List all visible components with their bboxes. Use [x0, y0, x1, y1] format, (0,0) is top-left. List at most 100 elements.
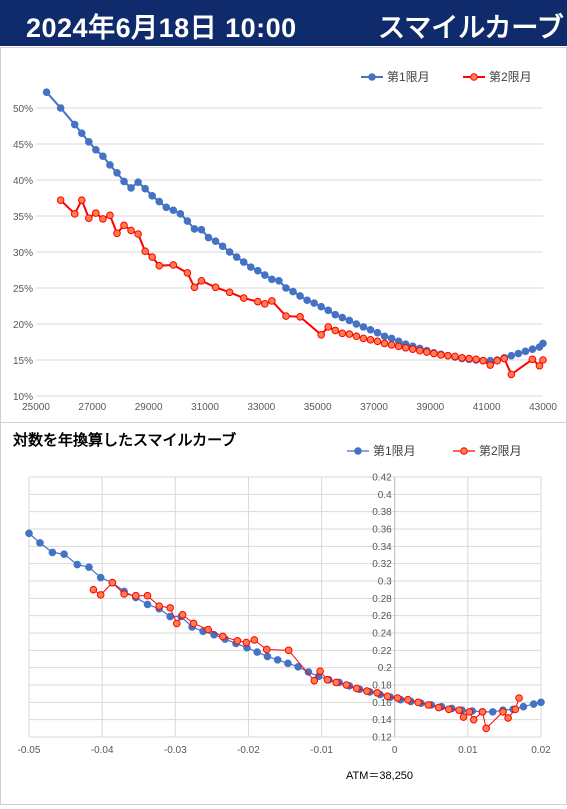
data-point	[70, 210, 79, 218]
y-tick-label: 20%	[13, 320, 33, 331]
data-point	[366, 325, 375, 334]
data-point	[383, 692, 392, 701]
data-point	[529, 700, 538, 708]
data-point	[380, 332, 389, 341]
data-point	[148, 253, 156, 261]
x-tick-label: 43000	[529, 402, 557, 413]
data-point	[352, 320, 361, 328]
y-tick-label: 0.2	[378, 663, 392, 674]
data-point	[488, 708, 497, 716]
y-tick-label: 0.42	[372, 473, 392, 484]
data-point	[324, 323, 333, 331]
data-point	[284, 659, 292, 668]
data-point	[359, 334, 368, 343]
chart2-title: 対数を年換算したスマイルカーブ	[13, 432, 237, 449]
header-banner: 2024年6月18日 10:00 スマイルカーブ	[0, 0, 567, 46]
data-point	[143, 591, 152, 600]
y-tick-label: 40%	[13, 176, 33, 187]
atm-annotation: ATM＝38,250	[346, 770, 414, 782]
data-point	[380, 339, 389, 348]
legend-marker	[470, 73, 478, 81]
legend-marker	[368, 73, 376, 81]
data-point	[246, 263, 255, 271]
log-smile-curve-chart-panel: 0.12 0.14 0.16 0.18 0.2 0.22 0.24 0.26 0.28 0.3 0.…	[0, 422, 567, 805]
data-point	[296, 292, 304, 300]
data-point	[465, 708, 474, 716]
data-point	[211, 237, 220, 245]
data-point	[143, 600, 152, 609]
y-tick-label: 0.38	[372, 507, 392, 518]
data-point	[273, 656, 282, 664]
x-tick-label: -0.03	[164, 745, 187, 756]
data-point	[99, 215, 107, 223]
data-point	[218, 242, 227, 251]
data-point	[430, 349, 438, 358]
data-point	[282, 312, 290, 320]
y-tick-label: 0.12	[372, 733, 392, 744]
data-point	[155, 602, 163, 610]
x-tick-label: -0.02	[237, 745, 260, 756]
x-tick-label: 31000	[191, 402, 219, 413]
data-point	[254, 266, 262, 275]
data-point	[387, 341, 396, 349]
data-point	[296, 313, 304, 321]
y-tick-label: 0.14	[372, 715, 392, 726]
data-point	[60, 550, 68, 558]
data-point	[282, 284, 290, 292]
x-tick-label: 0	[392, 745, 398, 756]
x-tick-label: 35000	[304, 402, 332, 413]
x-tick-label: 27000	[78, 402, 106, 413]
data-point	[134, 230, 142, 238]
data-point	[204, 233, 213, 242]
x-tick-label: -0.01	[310, 745, 333, 756]
data-point	[478, 708, 487, 716]
data-point	[178, 611, 187, 619]
data-point	[225, 288, 234, 297]
data-point	[444, 351, 452, 360]
data-point	[225, 248, 234, 256]
data-point	[96, 591, 105, 599]
data-point	[521, 347, 530, 356]
data-point	[268, 275, 276, 284]
data-point	[172, 619, 181, 628]
data-point	[455, 706, 463, 714]
x-tick-label: 39000	[416, 402, 444, 413]
data-point	[254, 297, 262, 306]
x-tick-label: 29000	[135, 402, 163, 413]
data-point	[190, 283, 199, 292]
y-tick-label: 35%	[13, 212, 33, 223]
data-point	[338, 329, 347, 338]
data-point	[141, 247, 149, 256]
data-point	[166, 604, 174, 612]
y-tick-label: 30%	[13, 248, 33, 259]
data-point	[197, 277, 206, 285]
data-point	[127, 184, 135, 192]
data-point	[77, 196, 86, 204]
data-point	[423, 348, 431, 356]
data-point	[500, 354, 509, 363]
y-tick-label: 0.28	[372, 594, 392, 605]
y-tick-label: 0.26	[372, 611, 392, 622]
data-point	[504, 714, 512, 722]
data-point	[434, 703, 443, 712]
data-point	[359, 323, 368, 331]
data-point	[482, 724, 490, 733]
data-point	[303, 296, 311, 305]
data-point	[469, 715, 478, 724]
data-point	[459, 713, 468, 721]
data-point	[85, 214, 93, 222]
log-smile-curve-chart: 0.12 0.14 0.16 0.18 0.2 0.22 0.24 0.26 0.28 0.3 0.…	[18, 444, 552, 756]
data-point	[342, 681, 351, 689]
data-point	[445, 705, 453, 714]
data-point	[162, 203, 171, 212]
y-tick-label: 50%	[13, 104, 33, 115]
data-point	[373, 337, 382, 346]
data-point	[394, 342, 403, 351]
data-point	[99, 152, 107, 161]
data-point	[331, 326, 340, 335]
data-point	[232, 253, 241, 261]
y-tick-label: 0.34	[372, 542, 392, 553]
header-date: 2024年6月18日 10:00	[26, 13, 297, 43]
data-point	[261, 271, 269, 279]
data-point	[134, 178, 142, 186]
